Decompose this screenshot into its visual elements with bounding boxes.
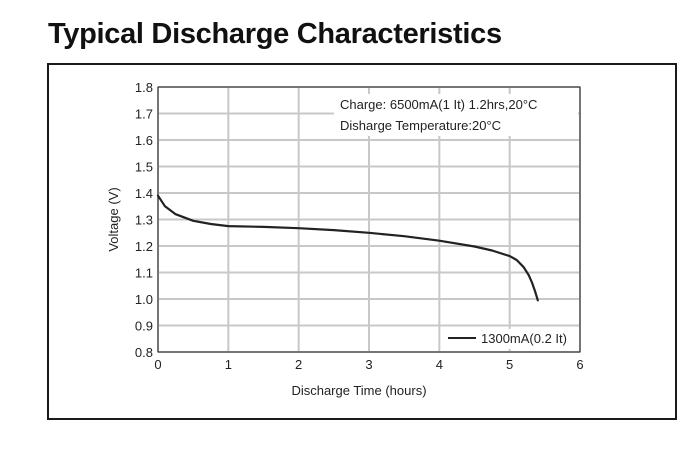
annotation-background bbox=[334, 94, 578, 136]
y-tick-label: 1.7 bbox=[135, 107, 153, 122]
x-tick-label: 1 bbox=[225, 357, 232, 372]
x-tick-label: 5 bbox=[506, 357, 513, 372]
y-tick-label: 0.9 bbox=[135, 319, 153, 334]
y-tick-label: 1.3 bbox=[135, 213, 153, 228]
x-tick-label: 2 bbox=[295, 357, 302, 372]
annotation-temperature: Disharge Temperature:20°C bbox=[340, 118, 501, 133]
plot-area-border bbox=[157, 86, 581, 353]
y-tick-label: 1.1 bbox=[135, 266, 153, 281]
y-tick-label: 1.0 bbox=[135, 292, 153, 307]
series-layer bbox=[156, 194, 539, 302]
x-tick-label: 4 bbox=[436, 357, 443, 372]
y-tick-labels: 0.8 0.9 1.0 1.1 1.2 1.3 1.4 1.5 1.6 1.7 1.8 bbox=[135, 80, 153, 360]
x-tick-labels: 0 1 2 3 4 5 6 bbox=[154, 357, 583, 372]
y-tick-label: 1.2 bbox=[135, 239, 153, 254]
series-line bbox=[156, 194, 539, 302]
legend-background bbox=[442, 329, 578, 349]
y-tick-label: 1.5 bbox=[135, 160, 153, 175]
page-title: Typical Discharge Characteristics bbox=[48, 18, 502, 50]
y-tick-label: 1.4 bbox=[135, 186, 153, 201]
x-tick-label: 6 bbox=[576, 357, 583, 372]
x-tick-label: 0 bbox=[154, 357, 161, 372]
x-tick-label: 3 bbox=[365, 357, 372, 372]
annotation-charge: Charge: 6500mA(1 It) 1.2hrs,20°C bbox=[340, 97, 537, 112]
legend-label: 1300mA(0.2 It) bbox=[481, 331, 567, 346]
chart-frame bbox=[47, 63, 677, 420]
y-tick-label: 0.8 bbox=[135, 345, 153, 360]
annotation-box: Charge: 6500mA(1 It) 1.2hrs,20°C Disharg… bbox=[334, 94, 578, 136]
legend: 1300mA(0.2 It) bbox=[442, 329, 578, 349]
x-axis-label: Discharge Time (hours) bbox=[291, 383, 426, 398]
y-axis-label: Voltage (V) bbox=[106, 187, 121, 251]
y-tick-label: 1.8 bbox=[135, 80, 153, 95]
y-tick-label: 1.6 bbox=[135, 133, 153, 148]
